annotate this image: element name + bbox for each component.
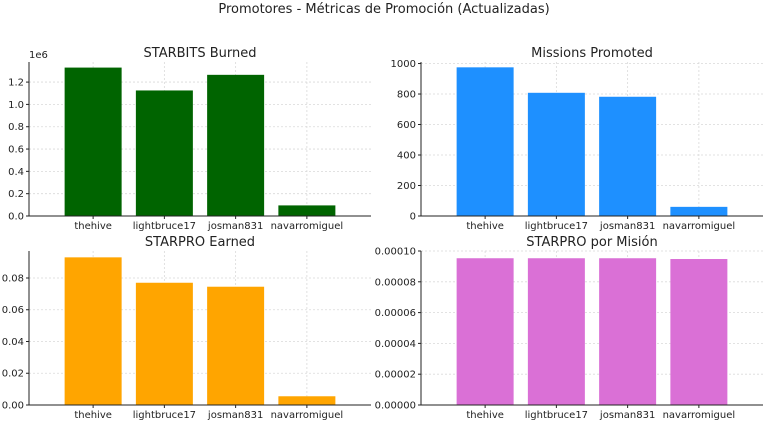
chart-title: STARPRO Earned (145, 235, 255, 250)
y-tick-label: 0.6 (8, 145, 24, 156)
y-tick-label: 0.06 (2, 305, 24, 316)
bar-josman831 (207, 74, 265, 216)
chart-title: STARPRO por Misión (526, 235, 657, 250)
y-tick-label: 1000 (391, 59, 416, 70)
x-tick-label: lightbruce17 (525, 410, 588, 421)
y-tick-label: 200 (397, 181, 416, 192)
x-tick-label: thehive (74, 410, 112, 421)
x-tick-label: josman831 (599, 221, 655, 232)
y-tick-label: 1.2 (8, 78, 24, 89)
x-tick-label: lightbruce17 (133, 410, 196, 421)
y-tick-label: 0.08 (2, 273, 24, 284)
x-tick-label: thehive (466, 410, 504, 421)
y-tick-label: 0.02 (2, 369, 24, 380)
y-tick-label: 0.00 (2, 401, 24, 412)
bar-lightbruce17 (135, 282, 193, 405)
x-tick-label: thehive (74, 221, 112, 232)
x-tick-label: thehive (466, 221, 504, 232)
bar-josman831 (207, 286, 265, 405)
bar-navarromiguel (670, 206, 728, 216)
y-tick-label: 800 (397, 90, 416, 101)
y-offset-label: 1e6 (29, 50, 48, 61)
bar-thehive (456, 67, 514, 216)
x-tick-label: navarromiguel (663, 221, 736, 232)
bar-navarromiguel (278, 205, 336, 216)
y-tick-label: 0.00002 (375, 370, 416, 381)
y-tick-label: 0.2 (8, 189, 24, 200)
bar-lightbruce17 (135, 90, 193, 216)
bar-lightbruce17 (527, 92, 585, 216)
y-tick-label: 0.4 (8, 167, 24, 178)
y-tick-label: 400 (397, 151, 416, 162)
bar-thehive (64, 67, 122, 216)
y-tick-label: 0.00008 (375, 277, 416, 288)
y-tick-label: 0.8 (8, 122, 24, 133)
x-tick-label: josman831 (207, 410, 263, 421)
y-tick-label: 0.00000 (375, 401, 416, 412)
bar-lightbruce17 (527, 258, 585, 405)
x-tick-label: lightbruce17 (525, 221, 588, 232)
chart-title: Missions Promoted (531, 46, 653, 61)
x-tick-label: navarromiguel (663, 410, 736, 421)
y-tick-label: 0.00004 (375, 339, 416, 350)
figure-suptitle: Promotores - Métricas de Promoción (Actu… (218, 2, 550, 17)
y-tick-label: 0.04 (2, 337, 24, 348)
bar-thehive (64, 257, 122, 405)
y-tick-label: 0.00010 (375, 247, 416, 258)
bar-josman831 (599, 96, 657, 216)
y-tick-label: 0.00006 (375, 308, 416, 319)
y-tick-label: 600 (397, 120, 416, 131)
y-tick-label: 0 (410, 212, 416, 223)
x-tick-label: navarromiguel (271, 410, 344, 421)
y-tick-label: 0.0 (8, 212, 24, 223)
chart-title: STARBITS Burned (144, 46, 257, 61)
x-tick-label: navarromiguel (271, 221, 344, 232)
bar-navarromiguel (278, 396, 336, 405)
bar-thehive (456, 258, 514, 405)
y-tick-label: 1.0 (8, 100, 24, 111)
x-tick-label: josman831 (207, 221, 263, 232)
x-tick-label: josman831 (599, 410, 655, 421)
x-tick-label: lightbruce17 (133, 221, 196, 232)
bar-navarromiguel (670, 259, 728, 405)
bar-josman831 (599, 258, 657, 405)
